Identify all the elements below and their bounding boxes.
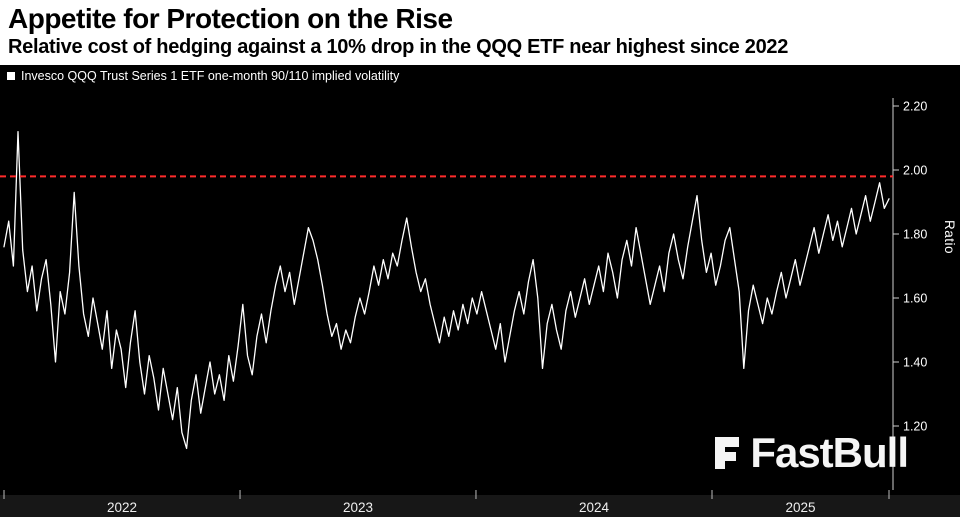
legend-label: Invesco QQQ Trust Series 1 ETF one-month… [21,69,400,83]
x-tick-label: 2023 [343,500,373,515]
watermark: FastBull [712,429,909,477]
y-tick-label: 1.40 [903,356,927,370]
watermark-text: FastBull [750,429,909,476]
chart-header: Appetite for Protection on the Rise Rela… [0,0,960,65]
x-tick-label: 2022 [107,500,137,515]
x-tick-label: 2025 [785,500,815,515]
chart-title: Appetite for Protection on the Rise [8,3,453,34]
line-chart: 2022 2023 2024 2025 1.20 1.40 1.60 1.80 2.00 2.20 [0,98,960,517]
y-tick-label: 1.80 [903,228,927,242]
y-tick-label: 2.20 [903,100,927,114]
fastbull-logo-icon [715,437,740,469]
y-tick-label: 1.20 [903,420,927,434]
y-axis-title: Ratio [942,220,957,255]
plot-area: Invesco QQQ Trust Series 1 ETF one-month… [0,65,960,517]
chart-subtitle: Relative cost of hedging against a 10% d… [8,36,789,58]
series-line [3,130,890,450]
legend-swatch-icon [7,72,15,80]
x-tick-label: 2024 [579,500,610,515]
y-tick-label: 2.00 [903,164,927,178]
y-tick-label: 1.60 [903,292,927,306]
x-axis-band [0,495,960,517]
legend: Invesco QQQ Trust Series 1 ETF one-month… [7,69,399,83]
